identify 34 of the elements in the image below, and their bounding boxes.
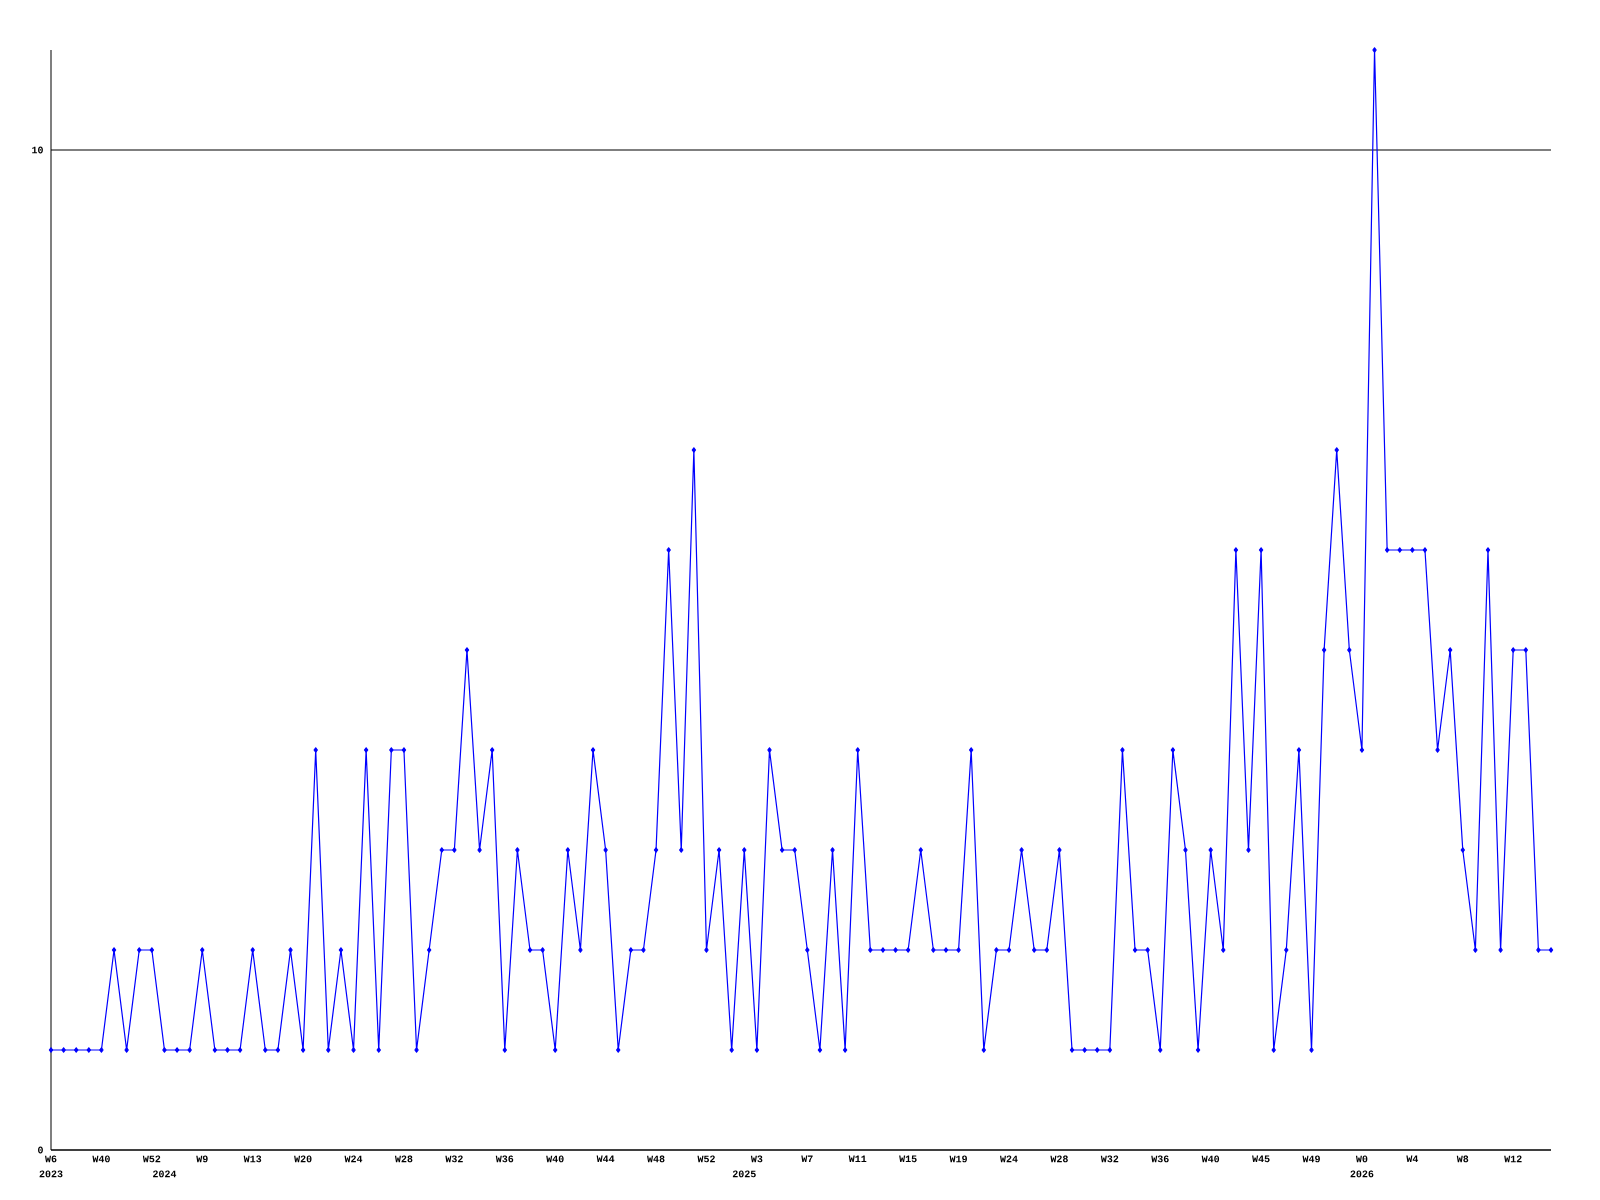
x-tick-label: W8	[1456, 1155, 1469, 1163]
x-tick-label: W40	[1201, 1155, 1220, 1163]
x-tick-label: 2025	[732, 1170, 756, 1178]
x-tick-label: W24	[344, 1155, 363, 1163]
x-tick-label: W28	[394, 1155, 413, 1163]
x-tick-label: W40	[546, 1155, 564, 1163]
y-tick-label: 0	[38, 1146, 43, 1154]
x-tick-label: W24	[999, 1155, 1018, 1163]
x-tick-label: W4	[1406, 1155, 1419, 1163]
x-tick-label: W32	[1100, 1155, 1119, 1163]
x-tick-label: W15	[899, 1155, 917, 1163]
x-tick-label: W32	[445, 1155, 463, 1163]
x-tick-label: W12	[1504, 1155, 1522, 1163]
x-tick-label: W3	[750, 1155, 763, 1163]
x-tick-label: W52	[697, 1155, 715, 1163]
y-tick-label: 10	[32, 146, 43, 154]
x-tick-label: W44	[596, 1155, 615, 1163]
x-tick-label: W36	[495, 1155, 514, 1163]
x-tick-label: W11	[848, 1155, 867, 1163]
x-tick-label: 2024	[153, 1170, 177, 1178]
x-tick-label: W6 2023	[39, 1155, 63, 1178]
x-tick-label: W36	[1151, 1155, 1169, 1163]
x-tick-label: W19	[949, 1155, 967, 1163]
x-tick-label: W13	[243, 1155, 262, 1163]
x-tick-label: W48	[647, 1155, 665, 1163]
x-tick-label: W9	[196, 1155, 208, 1163]
x-tick-label: W40	[92, 1155, 110, 1163]
x-tick-label: W28	[1050, 1155, 1068, 1163]
x-tick-label: W45	[1252, 1155, 1270, 1163]
x-tick-label: W0 2026	[1350, 1155, 1374, 1178]
x-tick-label: W7	[801, 1155, 813, 1163]
x-tick-label: W52	[142, 1155, 161, 1163]
x-tick-label: W20	[294, 1155, 312, 1163]
x-tick-label: W49	[1302, 1155, 1320, 1163]
